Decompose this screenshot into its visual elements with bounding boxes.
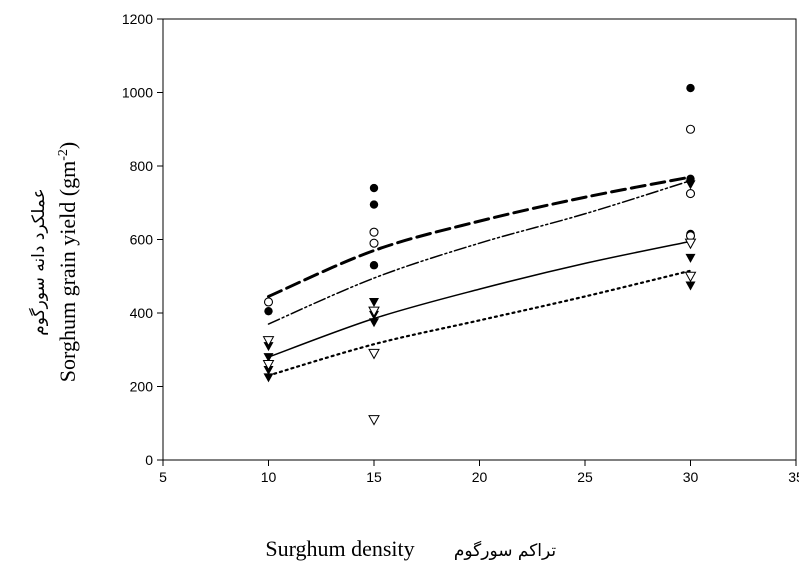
x-axis-label: Surghum density bbox=[265, 536, 414, 561]
data-point-series-4 bbox=[368, 348, 380, 360]
fit-lines bbox=[267, 175, 692, 377]
data-point-series-1 bbox=[369, 183, 379, 193]
data-point-series-4 bbox=[262, 336, 275, 347]
data-point-series-2 bbox=[263, 297, 274, 307]
fit-line-series-1 bbox=[267, 175, 692, 298]
data-point-series-4 bbox=[262, 359, 275, 371]
x-tick-label: 10 bbox=[261, 469, 277, 485]
x-axis-label-fa: تراکم سورگوم bbox=[454, 540, 557, 561]
data-point-series-4 bbox=[368, 306, 380, 318]
data-point-series-4 bbox=[368, 415, 380, 426]
data-point-series-4 bbox=[684, 238, 697, 250]
y-tick-label: 0 bbox=[145, 452, 153, 468]
y-tick-label: 400 bbox=[130, 305, 154, 321]
x-axis-ticks: 5 10 15 20 25 30 35 bbox=[159, 460, 799, 485]
data-point-series-3 bbox=[369, 297, 379, 307]
y-axis-label-superscript: -2 bbox=[56, 149, 71, 161]
data-point-series-3 bbox=[263, 373, 274, 383]
data-point-series-3 bbox=[263, 353, 274, 363]
data-point-series-1 bbox=[369, 200, 379, 209]
data-point-series-1 bbox=[264, 306, 273, 316]
y-axis-label: Sorghum grain yield (gm-2) bbox=[55, 142, 80, 382]
x-tick-label: 35 bbox=[788, 469, 799, 485]
y-tick-label: 800 bbox=[130, 158, 154, 174]
data-point-series-3 bbox=[369, 318, 379, 328]
y-tick-label: 1200 bbox=[122, 11, 153, 27]
x-tick-label: 15 bbox=[366, 469, 382, 485]
data-point-series-2 bbox=[685, 189, 696, 199]
y-tick-label: 1000 bbox=[122, 85, 153, 101]
y-axis-ticks: 0 200 400 600 800 1000 1200 bbox=[122, 11, 163, 468]
data-point-series-1 bbox=[686, 83, 695, 93]
data-point-series-2 bbox=[685, 124, 696, 134]
data-markers bbox=[262, 83, 697, 426]
y-tick-label: 600 bbox=[130, 232, 154, 248]
data-point-series-3 bbox=[685, 281, 696, 291]
data-point-series-1 bbox=[369, 261, 379, 270]
data-point-series-2 bbox=[685, 231, 696, 241]
fit-line-series-4 bbox=[267, 269, 692, 377]
x-tick-label: 5 bbox=[159, 469, 167, 485]
x-tick-label: 20 bbox=[472, 469, 488, 485]
data-point-series-2 bbox=[369, 227, 379, 237]
plot-frame bbox=[162, 18, 797, 461]
plot-area-border bbox=[162, 18, 797, 461]
fit-line-series-2 bbox=[267, 179, 692, 325]
y-axis-label-fa: عملکرد دانه سورگوم bbox=[28, 188, 49, 336]
data-point-series-3 bbox=[685, 253, 696, 263]
fit-line-series-3 bbox=[267, 240, 692, 358]
data-point-series-4 bbox=[684, 271, 697, 283]
data-point-series-3 bbox=[685, 180, 696, 190]
x-tick-label: 30 bbox=[683, 469, 699, 485]
x-tick-label: 25 bbox=[577, 469, 593, 485]
y-tick-label: 200 bbox=[130, 379, 154, 395]
data-point-series-2 bbox=[369, 238, 379, 248]
